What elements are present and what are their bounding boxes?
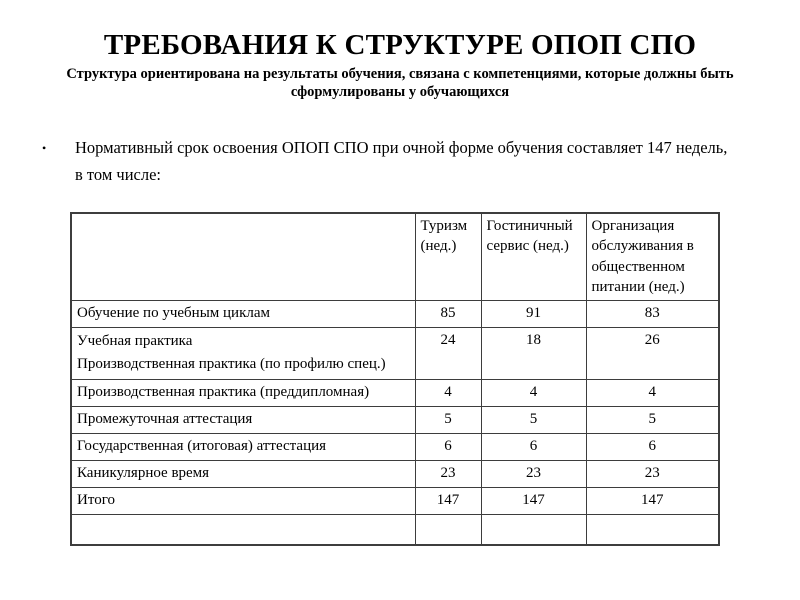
bullet-item: • Нормативный срок освоения ОПОП СПО при… (42, 135, 770, 188)
row-value: 5 (414, 405, 482, 434)
row-value: 147 (414, 486, 482, 515)
row-label: Промежуточная аттестация (70, 405, 416, 434)
row-value: 4 (414, 378, 482, 407)
row-value: 6 (585, 432, 720, 461)
header-cell-hotel-service: Гостиничный сервис (нед.) (480, 212, 587, 301)
row-value: 4 (480, 378, 587, 407)
row-value: 23 (585, 459, 720, 488)
schedule-table: Туризм (нед.) Гостиничный сервис (нед.) … (70, 212, 720, 546)
table-row: Каникулярное время 23 23 23 (70, 459, 720, 488)
row-label (70, 513, 416, 546)
row-label: Учебная практика Производственная практи… (70, 327, 416, 380)
row-label: Каникулярное время (70, 459, 416, 488)
row-value: 23 (480, 459, 587, 488)
header-cell-tourism: Туризм (нед.) (414, 212, 482, 301)
row-value: 24 (414, 327, 482, 380)
row-value: 147 (480, 486, 587, 515)
table-header-row: Туризм (нед.) Гостиничный сервис (нед.) … (70, 212, 720, 301)
row-label: Производственная практика (преддипломная… (70, 378, 416, 407)
row-label: Обучение по учебным циклам (70, 300, 416, 328)
row-value (480, 513, 587, 546)
row-value: 23 (414, 459, 482, 488)
row-value: 83 (585, 300, 720, 328)
header-cell-catering: Организация обслуживания в общественном … (585, 212, 720, 301)
row-value: 85 (414, 300, 482, 328)
row-value: 4 (585, 378, 720, 407)
row-value: 6 (414, 432, 482, 461)
row-value: 26 (585, 327, 720, 380)
row-value (585, 513, 720, 546)
row-value: 5 (480, 405, 587, 434)
bullet-icon: • (42, 141, 47, 156)
row-label: Государственная (итоговая) аттестация (70, 432, 416, 461)
bullet-text: Нормативный срок освоения ОПОП СПО при о… (75, 138, 728, 184)
row-value: 5 (585, 405, 720, 434)
row-label: Итого (70, 486, 416, 515)
table-row: Производственная практика (преддипломная… (70, 378, 720, 407)
row-value: 6 (480, 432, 587, 461)
slide-title: ТРЕБОВАНИЯ К СТРУКТУРЕ ОПОП СПО (103, 29, 697, 61)
row-value: 91 (480, 300, 587, 328)
table-row: Промежуточная аттестация 5 5 5 (70, 405, 720, 434)
row-value (414, 513, 482, 546)
table-row: Обучение по учебным циклам 85 91 83 (70, 300, 720, 328)
header-cell-empty (70, 212, 416, 301)
table-row: Государственная (итоговая) аттестация 6 … (70, 432, 720, 461)
slide-subtitle: Структура ориентирована на результаты об… (66, 65, 734, 101)
row-value: 18 (480, 327, 587, 380)
table-row: Учебная практика Производственная практи… (70, 327, 720, 380)
table-row (70, 513, 720, 546)
row-value: 147 (585, 486, 720, 515)
table-row: Итого 147 147 147 (70, 486, 720, 515)
